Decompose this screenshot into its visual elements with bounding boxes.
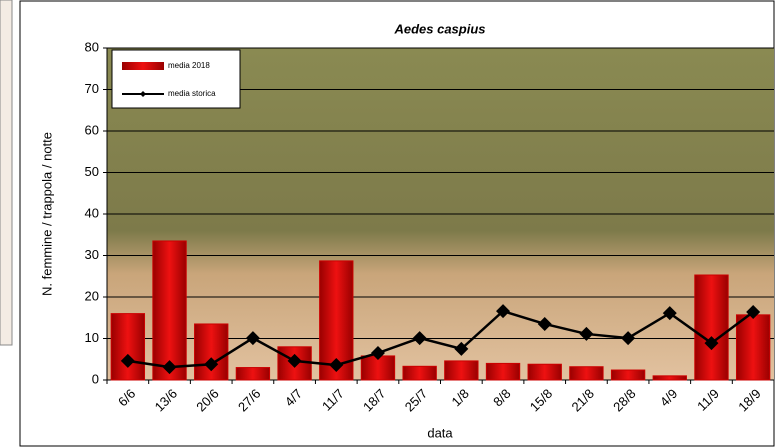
legend-box — [112, 50, 240, 108]
bar — [736, 315, 769, 380]
chart-title: Aedes caspius — [393, 21, 485, 36]
legend-label: media 2018 — [168, 61, 210, 70]
legend: media 2018 media storica — [112, 50, 240, 108]
y-tick-label: 50 — [85, 164, 99, 179]
y-axis-label: N. femmine / trappola / notte — [39, 132, 54, 296]
chart: Aedes caspius N. femmine / trappola / no… — [0, 0, 776, 448]
bar — [445, 361, 478, 380]
bar — [611, 370, 644, 380]
y-tick-label: 70 — [85, 81, 99, 96]
y-tick-label: 30 — [85, 247, 99, 262]
y-tick-label: 0 — [92, 371, 99, 386]
bar — [236, 368, 269, 380]
neighbor-chart-edge — [0, 0, 12, 345]
bar — [653, 376, 686, 380]
bar — [195, 324, 228, 380]
x-axis-label: data — [427, 425, 453, 440]
y-tick-label: 10 — [85, 330, 99, 345]
legend-swatch — [122, 62, 164, 70]
y-tick-label: 80 — [85, 39, 99, 54]
bar — [695, 275, 728, 380]
bar — [153, 241, 186, 380]
y-tick-label: 20 — [85, 288, 99, 303]
y-tick-label: 40 — [85, 205, 99, 220]
bar — [486, 363, 519, 380]
bar — [528, 364, 561, 380]
y-tick-label: 60 — [85, 122, 99, 137]
bar — [111, 314, 144, 380]
bar — [570, 367, 603, 380]
legend-label: media storica — [168, 89, 216, 98]
bar — [403, 366, 436, 380]
